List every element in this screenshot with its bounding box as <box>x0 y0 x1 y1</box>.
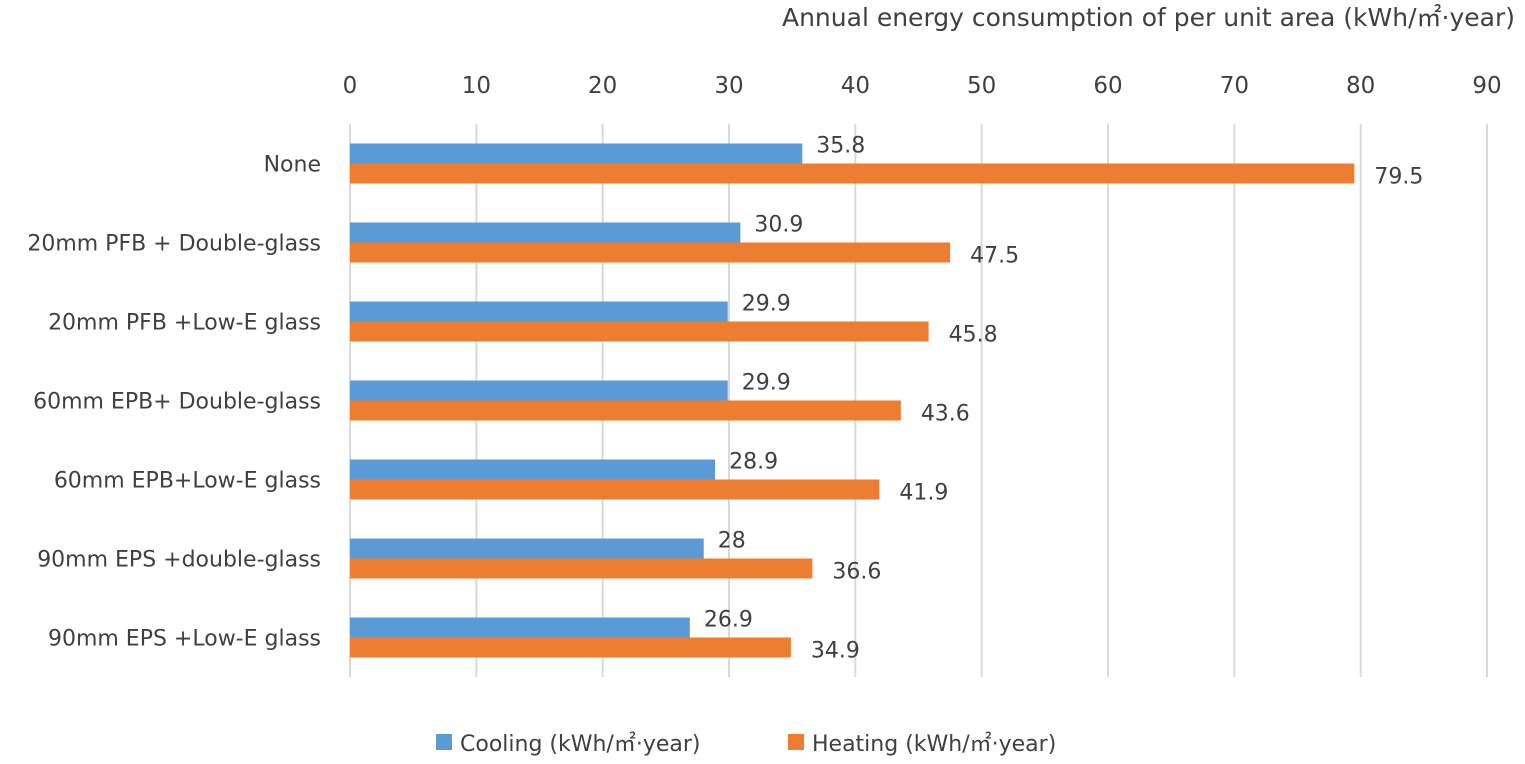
heating-bar <box>350 242 951 263</box>
heating-data-label: 43.6 <box>921 402 970 427</box>
heating-bar <box>350 637 791 658</box>
heating-data-label: 36.6 <box>832 560 881 585</box>
x-tick-label: 90 <box>1472 73 1501 99</box>
cooling-bar <box>350 380 728 401</box>
cooling-data-label: 28.9 <box>729 450 778 475</box>
cooling-bar <box>350 459 716 480</box>
x-tick-label: 0 <box>343 73 358 99</box>
heating-data-label: 47.5 <box>970 244 1019 269</box>
heating-data-label: 79.5 <box>1374 165 1423 190</box>
legend-swatch-heating <box>788 734 804 750</box>
legend: Cooling (kWh/㎡·year) Heating (kWh/㎡·year) <box>436 731 1056 757</box>
x-tick-label: 50 <box>967 73 996 99</box>
x-tick-label: 80 <box>1346 73 1375 99</box>
heating-data-label: 45.8 <box>949 323 998 348</box>
x-axis-title: Annual energy consumption of per unit ar… <box>782 3 1515 32</box>
x-tick-label: 70 <box>1220 73 1249 99</box>
cooling-data-label: 28 <box>718 529 746 554</box>
heating-bar <box>350 400 901 421</box>
x-tick-label: 40 <box>841 73 870 99</box>
bars <box>350 143 1355 658</box>
category-label: None <box>264 153 321 178</box>
cooling-data-label: 29.9 <box>742 371 791 396</box>
x-tick-label: 10 <box>462 73 491 99</box>
category-labels: None 20mm PFB + Double-glass 20mm PFB +Low… <box>27 153 321 652</box>
cooling-bar <box>350 143 803 164</box>
category-label: 60mm EPB+ Double-glass <box>33 390 321 415</box>
cooling-data-label: 26.9 <box>704 608 753 633</box>
x-axis-ticks: 0 10 20 30 40 50 60 70 80 90 <box>343 73 1502 99</box>
legend-label-heating: Heating (kWh/㎡·year) <box>812 731 1056 757</box>
heating-bar <box>350 558 813 579</box>
x-tick-label: 60 <box>1093 73 1122 99</box>
x-tick-label: 20 <box>588 73 617 99</box>
category-label: 90mm EPS +Low-E glass <box>48 627 321 652</box>
cooling-bar <box>350 617 690 638</box>
x-tick-label: 30 <box>714 73 743 99</box>
category-label: 90mm EPS +double-glass <box>37 548 321 573</box>
cooling-data-label: 35.8 <box>816 134 865 159</box>
heating-bar <box>350 163 1355 184</box>
legend-label-cooling: Cooling (kWh/㎡·year) <box>460 731 701 757</box>
legend-swatch-cooling <box>436 734 452 750</box>
cooling-bar <box>350 538 704 559</box>
heating-bar <box>350 479 880 500</box>
cooling-bar <box>350 222 741 243</box>
category-label: 60mm EPB+Low-E glass <box>54 469 321 494</box>
category-label: 20mm PFB +Low-E glass <box>48 311 321 336</box>
cooling-data-label: 30.9 <box>754 213 803 238</box>
cooling-data-label: 29.9 <box>742 292 791 317</box>
heating-data-label: 41.9 <box>899 481 948 506</box>
category-label: 20mm PFB + Double-glass <box>27 232 321 257</box>
heating-bar <box>350 321 929 342</box>
heating-data-label: 34.9 <box>811 639 860 664</box>
cooling-bar <box>350 301 728 322</box>
data-labels: 35.8 79.5 30.9 47.5 29.9 45.8 29.9 43.6 28.9 41.9… <box>704 134 1423 664</box>
